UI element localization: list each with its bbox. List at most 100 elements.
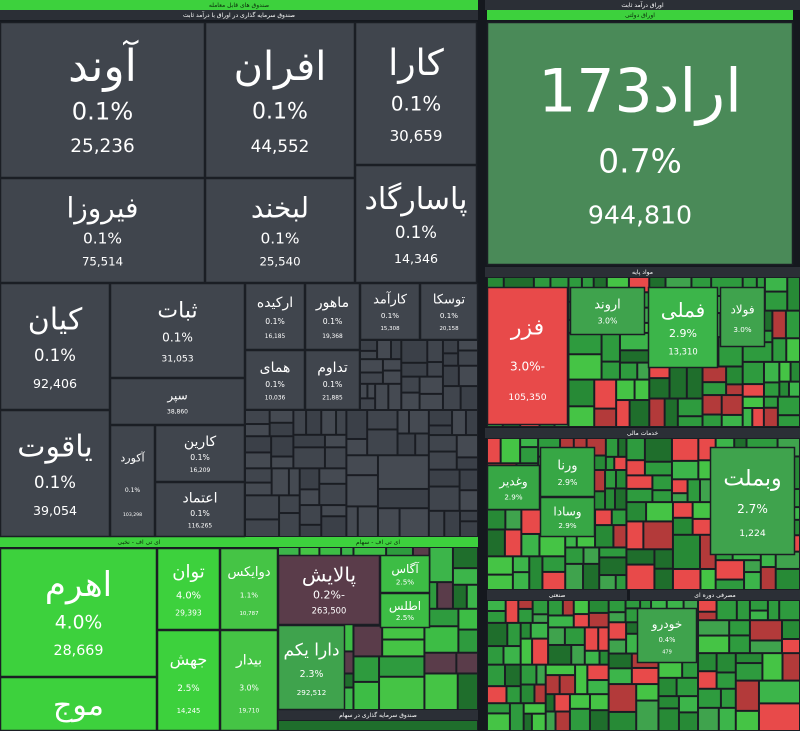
tile-change: 2.5% <box>396 613 414 622</box>
section-title: صندوق سرمایه گذاری در اوراق با درآمد ثاب… <box>183 10 295 19</box>
tile-volume: 292,512 <box>297 688 326 697</box>
filler-tile <box>698 635 730 654</box>
filler-tile <box>542 556 566 572</box>
tile-change: 0.1% <box>265 317 285 326</box>
filler-tile <box>786 338 800 362</box>
filler-tile <box>608 711 637 731</box>
tile-name: کارآمد <box>373 291 408 308</box>
tile-volume: 25,540 <box>259 255 300 269</box>
tile-change: 0.1% <box>391 92 441 115</box>
filler-tile <box>518 600 533 609</box>
filler-tile <box>735 680 759 711</box>
filler-tile <box>401 362 428 377</box>
tile-box <box>0 409 111 538</box>
filler-tile <box>518 608 533 623</box>
tile-box <box>0 282 111 411</box>
filler-tile <box>716 600 737 621</box>
filler-tile <box>456 652 479 674</box>
tile-volume: 30,659 <box>390 127 443 145</box>
filler-tile <box>698 653 717 672</box>
tile-name: توسکا <box>433 293 466 308</box>
tile-change: 3.0% <box>598 317 618 326</box>
filler-tile <box>589 710 609 731</box>
filler-tile <box>698 707 719 731</box>
filler-tile <box>456 457 478 470</box>
tile-volume: 44,552 <box>251 136 310 156</box>
tile: فملی 2.9% 13,310 <box>647 286 719 369</box>
filler-tile <box>271 436 294 457</box>
filler-tile <box>584 627 599 651</box>
tile-volume: 944,810 <box>588 200 692 229</box>
tile-volume: 19,710 <box>239 708 260 714</box>
tile-name: وسادا <box>553 505 581 520</box>
tile-volume: 92,406 <box>33 376 77 391</box>
filler-tile <box>353 681 380 711</box>
tile-box <box>277 624 346 711</box>
filler-tile <box>487 686 507 704</box>
filler-tile <box>509 703 524 731</box>
tile: اروند 3.0% <box>569 286 646 336</box>
filler-tile <box>569 694 590 709</box>
filler-tile <box>269 410 294 423</box>
filler-tile <box>698 611 717 621</box>
filler-tile <box>504 664 521 687</box>
filler-tile <box>716 653 736 673</box>
tile-box <box>486 21 794 266</box>
filler-tile <box>452 547 479 569</box>
tile-volume: 21,885 <box>322 396 343 402</box>
filler-tile <box>629 400 650 427</box>
tile-volume: 19,368 <box>322 334 343 340</box>
filler-tile <box>531 713 546 731</box>
filler-tile <box>626 475 653 489</box>
tile-name: وبملت <box>723 466 781 491</box>
tile: یاقوت 0.1% 39,054 <box>0 409 111 538</box>
filler-tile <box>626 438 645 461</box>
section-title: خدمات مالی <box>627 430 659 437</box>
tile-change: 4.0% <box>176 591 201 602</box>
tile-change: 0.1% <box>34 473 76 492</box>
filler-tile <box>608 653 632 669</box>
filler-tile <box>357 506 378 538</box>
filler-tile <box>637 362 650 380</box>
filler-tile <box>321 505 347 517</box>
filler-tile <box>415 433 429 456</box>
tile-box <box>0 547 158 678</box>
filler-tile <box>649 366 670 379</box>
tile: فیروزا 0.1% 75,514 <box>0 177 206 284</box>
tile-name: فیروزا <box>66 192 138 225</box>
tile-box <box>647 286 719 369</box>
section-header <box>485 267 800 277</box>
section-title: اوراق دولتی <box>625 12 655 19</box>
filler-tile <box>601 361 620 380</box>
tile: دوایکس 1.1% 10,787 <box>219 547 279 631</box>
tile-box <box>109 377 246 426</box>
filler-tile <box>360 372 383 384</box>
tile-change: 0.1% <box>440 311 458 320</box>
tile-box <box>354 21 478 166</box>
tile-name: جهش <box>170 650 208 670</box>
filler-tile <box>465 410 479 436</box>
filler-tile <box>442 386 461 410</box>
tile-box <box>636 607 698 664</box>
filler-tile <box>568 406 595 428</box>
tile-box <box>204 21 356 179</box>
filler-tile <box>605 456 615 471</box>
filler-tile <box>427 340 443 363</box>
filler-tile <box>634 379 650 401</box>
filler-tile <box>658 677 677 697</box>
filler-tile <box>520 447 539 464</box>
section-title: ای تی اف - سهام <box>356 539 400 546</box>
filler-tile <box>775 568 800 590</box>
filler-tile <box>245 436 272 453</box>
filler-tile <box>375 383 389 411</box>
tile-box <box>156 629 221 731</box>
filler-tile <box>762 653 783 681</box>
filler-tile <box>626 549 655 565</box>
tile-box <box>486 286 569 426</box>
filler-tile <box>702 382 727 396</box>
filler-tile <box>382 359 402 371</box>
tile-change: 0.1% <box>395 223 437 242</box>
filler-tile <box>503 646 521 665</box>
